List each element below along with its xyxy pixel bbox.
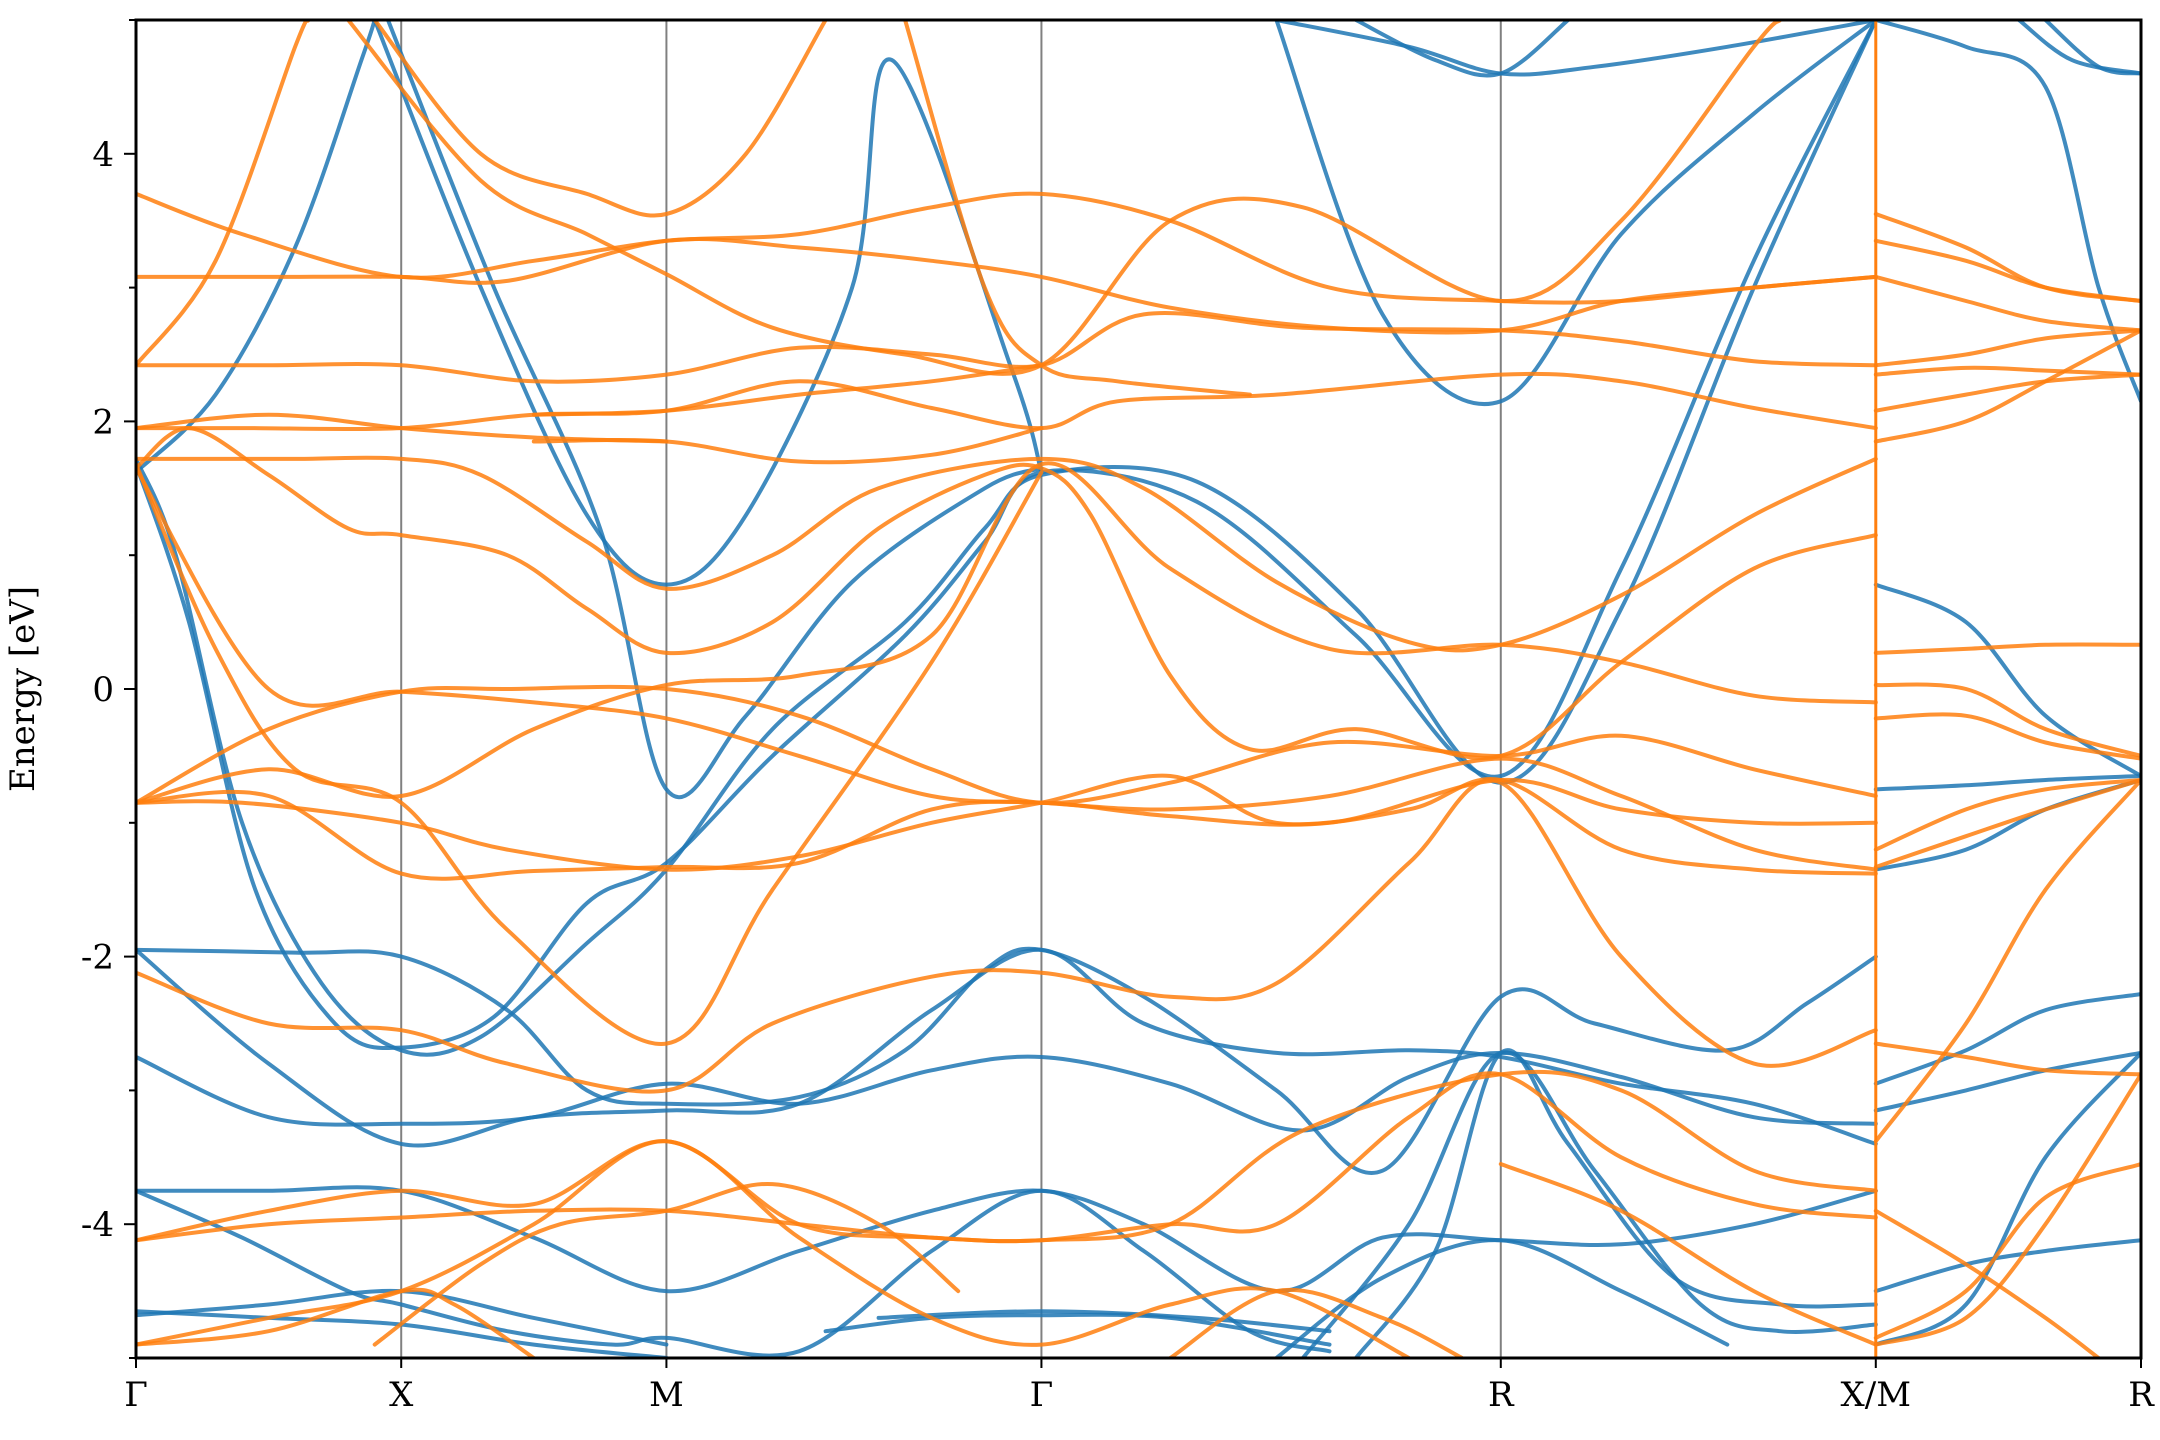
x-tick-label: X (389, 1375, 414, 1415)
band-1-25 (136, 1287, 536, 1358)
band-1-33 (1873, 328, 2141, 444)
y-tick-label: 2 (92, 402, 114, 442)
x-tick-label: Γ (124, 1375, 148, 1415)
band-1-20 (531, 363, 1044, 417)
band-1-11 (136, 1069, 1878, 1244)
band-0-13 (823, 1312, 1332, 1347)
band-0-4 (136, 1050, 1878, 1133)
band-0-29 (2043, 20, 2141, 76)
band-1-14 (136, 684, 1878, 805)
band-0-7 (386, 20, 1044, 800)
band-1-34 (1873, 642, 2141, 655)
band-0-25 (1873, 1050, 2141, 1347)
y-axis-label: Energy [eV] (3, 586, 43, 792)
y-tick-label: 0 (92, 670, 114, 710)
band-0-20 (1873, 774, 2141, 792)
y-tick-label: -4 (81, 1205, 114, 1245)
x-tick-label: R (1488, 1375, 1515, 1415)
band-0-1 (136, 20, 1878, 1057)
band-1-5 (136, 191, 1878, 305)
band-0-9 (136, 1188, 1332, 1358)
y-tick-label: -2 (81, 938, 114, 978)
x-tick-label: Γ (1030, 1375, 1054, 1415)
x-tick-label: R (2128, 1375, 2155, 1415)
band-1-0 (136, 426, 1878, 760)
x-axis: Γ X M Γ R X/M R (124, 1358, 2155, 1415)
band-1-23 (903, 20, 1252, 397)
band-1-6 (136, 773, 1878, 876)
x-tick-label: X/M (1841, 1375, 1911, 1415)
band-1-31 (1873, 365, 2141, 377)
band-1-9 (136, 462, 1044, 1046)
band-lines (136, 20, 2141, 1358)
band-1-22 (136, 412, 669, 444)
band-0-16 (1354, 1048, 1878, 1358)
band-1-3 (136, 311, 1878, 384)
band-1-39 (1873, 1041, 2141, 1077)
band-1-10 (136, 1071, 1878, 1244)
band-1-13 (1498, 1162, 1878, 1347)
band-1-35 (1873, 682, 2141, 758)
band-1-32 (1873, 372, 2141, 413)
band-0-28 (2017, 20, 2141, 76)
y-tick-label: 4 (92, 135, 114, 175)
band-1-40 (1873, 778, 2141, 1144)
band-1-37 (1873, 778, 2141, 852)
band-0-2 (136, 20, 1878, 1051)
band-0-3 (136, 946, 1878, 1175)
band-1-16 (136, 466, 1878, 872)
band-1-24 (1168, 1287, 1465, 1358)
y-axis: -4 -2 0 2 4 (81, 19, 136, 1359)
band-1-30 (1873, 328, 2141, 368)
band-1-43 (1873, 1072, 2141, 1347)
band-0-15 (1300, 1050, 1878, 1358)
band-0-19 (1354, 20, 1571, 78)
band-1-21 (531, 426, 1044, 465)
band-1-17 (372, 20, 828, 218)
band-0-12 (876, 1309, 1332, 1334)
band-1-4 (136, 237, 1878, 335)
band-0-23 (1873, 1050, 2141, 1113)
band-0-18 (1274, 20, 1878, 77)
band-1-38 (1873, 778, 2141, 869)
band-1-1 (136, 455, 1878, 653)
band-1-26 (372, 1182, 961, 1347)
band-0-24 (1873, 1238, 2141, 1294)
band-1-8 (136, 778, 1878, 1094)
band-1-15 (136, 461, 1878, 805)
band-0-0 (136, 20, 377, 475)
band-1-18 (346, 20, 1783, 376)
band-1-29 (1873, 274, 2141, 333)
band-1-36 (1873, 712, 2141, 761)
band-1-19 (136, 20, 311, 368)
band-1-42 (1873, 1162, 2141, 1340)
band-0-5 (136, 947, 1878, 1148)
band-0-22 (1873, 992, 2141, 1086)
band-0-17 (1274, 20, 1878, 407)
band-1-28 (1873, 238, 2141, 303)
band-0-6 (372, 20, 1044, 587)
band-1-2 (136, 371, 1878, 432)
x-tick-label: M (649, 1375, 684, 1415)
